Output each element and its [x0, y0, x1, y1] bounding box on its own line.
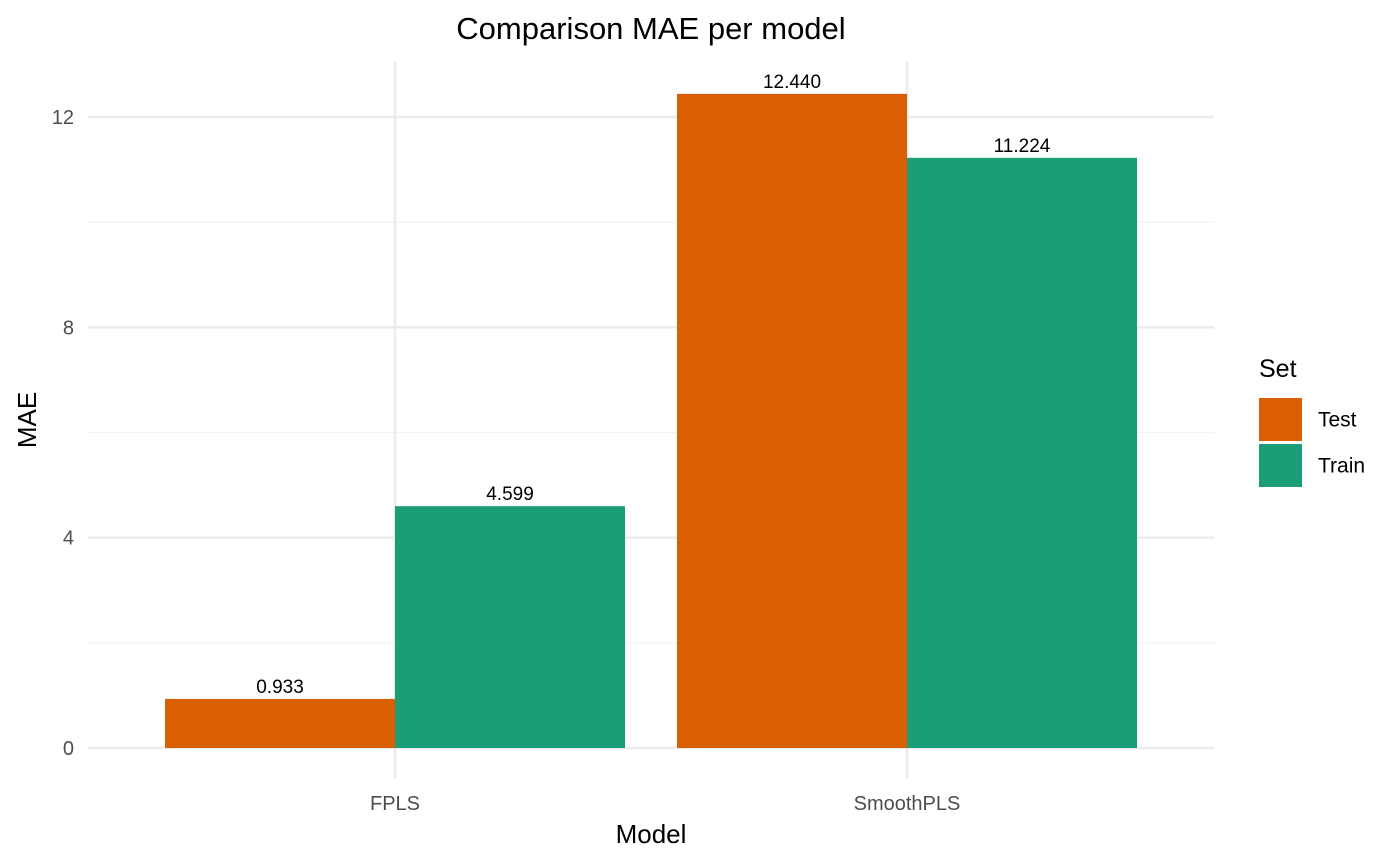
y-tick-label: 0 [63, 738, 74, 760]
x-axis-title: Model [616, 819, 687, 849]
data-label: 11.224 [994, 136, 1051, 157]
bar-train-smoothpls [907, 157, 1137, 748]
data-label: 4.599 [486, 484, 534, 505]
data-labels-layer: 0.933 4.599 12.440 11.224 [256, 72, 1051, 698]
x-tick-label: FPLS [370, 793, 420, 815]
legend-items: Test Train [1259, 398, 1365, 487]
legend-label-test: Test [1318, 409, 1357, 432]
x-tick-label: SmoothPLS [854, 793, 961, 815]
y-tick-label: 8 [63, 317, 74, 339]
data-label: 0.933 [256, 677, 304, 698]
y-axis-title: MAE [12, 392, 42, 448]
bars-layer [165, 93, 1137, 748]
y-tick-label: 4 [63, 528, 74, 550]
legend-title: Set [1259, 355, 1297, 383]
bar-test-smoothpls [677, 93, 907, 748]
y-tick-label: 12 [52, 107, 74, 129]
axes-layer: 0 4 8 12 FPLS SmoothPLS [52, 107, 961, 815]
chart-title: Comparison MAE per model [456, 11, 845, 46]
legend: Set Test Train [1259, 355, 1365, 487]
data-label: 12.440 [763, 72, 821, 93]
legend-key-test [1259, 398, 1302, 441]
legend-key-train [1259, 444, 1302, 487]
legend-label-train: Train [1318, 455, 1365, 478]
bar-test-fpls [165, 698, 395, 748]
bar-train-fpls [395, 506, 625, 748]
